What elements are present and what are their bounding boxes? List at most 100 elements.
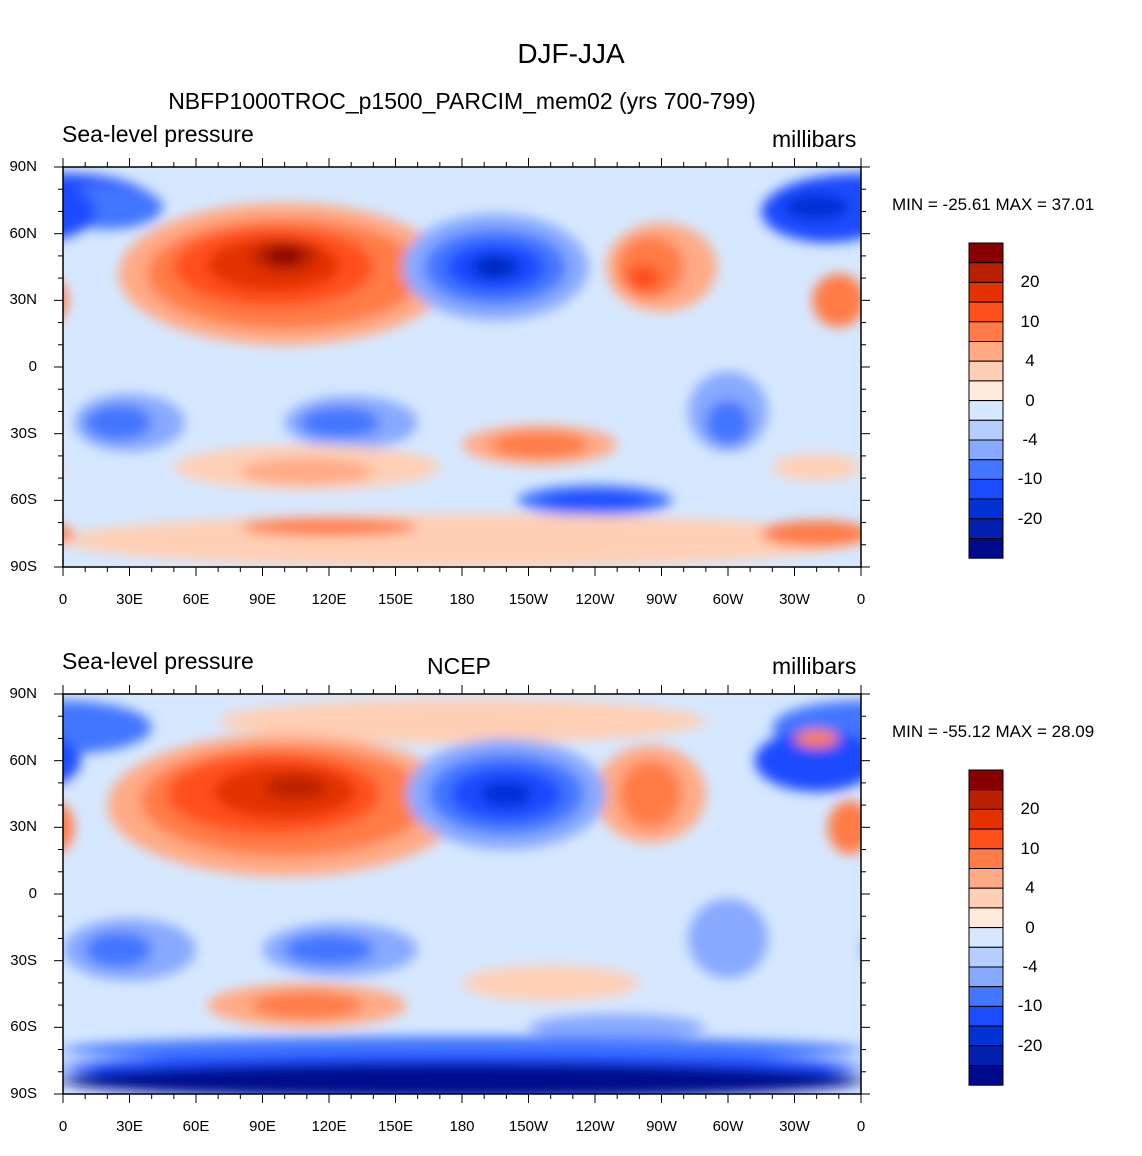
colorbar-label: -10 <box>1017 996 1043 1016</box>
colorbar-label: 10 <box>1020 838 1040 858</box>
colorbar-box <box>968 828 1004 850</box>
contour-region <box>63 804 75 851</box>
lat-label: 60N <box>9 224 37 242</box>
contour-region <box>63 1062 861 1094</box>
contour-region <box>240 518 418 536</box>
lat-label: 30S <box>10 424 37 442</box>
contour-region <box>240 458 374 485</box>
colorbar-box <box>968 478 1004 500</box>
colorbar-1 <box>968 242 1004 559</box>
colorbar-box <box>968 262 1004 283</box>
contour-region <box>266 247 303 265</box>
contour-region <box>63 525 75 542</box>
lon-label: 120E <box>311 591 347 608</box>
contour-region <box>705 400 751 445</box>
lon-label: 60E <box>182 1118 210 1135</box>
lon-label: 60W <box>712 591 744 608</box>
contour-region <box>754 729 861 792</box>
lon-label: 30W <box>779 591 810 608</box>
colorbar-box <box>968 518 1004 539</box>
colorbar-box <box>968 321 1004 342</box>
contour-region <box>1098 407 1142 438</box>
contour-region <box>85 931 152 968</box>
panel1-center-title: NBFP1000TROC_p1500_PARCIM_mem02 (yrs 700… <box>168 88 756 114</box>
contour-region <box>63 738 81 783</box>
colorbar-box <box>968 848 1004 869</box>
lon-label: 0 <box>58 1118 68 1135</box>
lat-label: 90S <box>10 1085 37 1102</box>
lon-label: 30E <box>116 1118 143 1135</box>
lat-label: 60N <box>9 751 37 769</box>
colorbar-label: -4 <box>1022 430 1038 449</box>
colorbar-label: 10 <box>1020 311 1040 331</box>
panel2-left-title: Sea-level pressure <box>62 648 254 674</box>
lat-label: 60S <box>10 1018 37 1036</box>
contour-region <box>490 431 589 459</box>
colorbar-label: 20 <box>1020 272 1040 292</box>
contour-region <box>63 513 861 567</box>
colorbar-label: -20 <box>1017 508 1043 528</box>
colorbar-box <box>968 1045 1004 1067</box>
colorbar-label: 4 <box>1025 878 1035 898</box>
colorbar-box <box>968 380 1004 402</box>
contour-region <box>1083 934 1142 965</box>
contour-region <box>1061 923 1142 976</box>
contour-region <box>528 1014 706 1041</box>
lat-label: 30N <box>9 818 37 836</box>
colorbar-box <box>968 769 1004 791</box>
lon-label: 180 <box>449 591 475 608</box>
lat-label: 90N <box>9 158 37 175</box>
lon-label: 90E <box>249 1118 276 1135</box>
figure-title: DJF-JJA <box>517 38 625 69</box>
lon-label: 0 <box>856 591 866 608</box>
contour-region <box>63 285 68 316</box>
contour-region <box>264 776 327 799</box>
colorbar-box <box>968 242 1004 264</box>
contour-region <box>85 404 152 441</box>
colorbar-box <box>968 808 1004 830</box>
colorbar-box <box>968 498 1004 520</box>
colorbar-box <box>968 301 1004 323</box>
colorbar-label: -10 <box>1017 469 1043 489</box>
lat-label: 90S <box>10 558 37 575</box>
colorbar-box <box>968 966 1004 988</box>
contour-region <box>883 405 950 441</box>
colorbar-box <box>968 789 1004 810</box>
colorbar-box <box>968 400 1004 421</box>
contour-region <box>1016 698 1142 742</box>
colorbar-box <box>968 439 1004 461</box>
contour-region <box>688 898 768 979</box>
contour-region <box>626 264 662 292</box>
colorbar-box <box>968 1005 1004 1027</box>
lon-label: 0 <box>58 591 68 608</box>
lon-label: 120W <box>575 1118 615 1135</box>
panel1-right-title: millibars <box>772 126 857 152</box>
map-panel-1 <box>0 158 1142 576</box>
contour-region <box>872 394 983 452</box>
contour-region <box>0 194 52 221</box>
contour-region <box>1063 776 1125 798</box>
contour-region <box>0 1036 63 1063</box>
colorbar-box <box>968 907 1004 929</box>
lat-label: 0 <box>28 885 37 902</box>
contour-region <box>812 273 861 327</box>
contour-region <box>849 193 861 221</box>
panel2-center-title: NCEP <box>427 653 491 679</box>
contour-region <box>251 991 363 1019</box>
panel2-min-max: MIN = -55.12 MAX = 28.09 <box>892 722 1095 741</box>
contour-region <box>462 965 640 1001</box>
lon-label: 90E <box>249 591 276 608</box>
contour-region <box>539 491 651 510</box>
lon-label: 150E <box>377 1118 414 1135</box>
contour-region <box>63 184 97 239</box>
contour-region <box>1038 518 1142 536</box>
contour-region <box>619 760 682 828</box>
contour-region <box>63 700 152 754</box>
colorbar-box <box>968 360 1004 382</box>
colorbar-label: 0 <box>1025 917 1035 937</box>
colorbar-box <box>968 1065 1004 1086</box>
colorbar-box <box>968 419 1004 441</box>
lon-label: 120E <box>311 1118 347 1135</box>
colorbar-label: 0 <box>1025 390 1035 410</box>
